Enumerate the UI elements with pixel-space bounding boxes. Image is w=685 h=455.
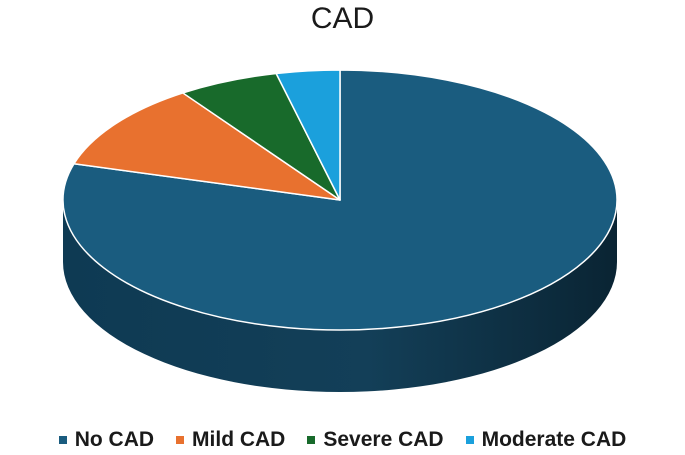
legend-swatch bbox=[307, 436, 316, 444]
legend-label: Moderate CAD bbox=[481, 428, 627, 451]
pie-slices bbox=[62, 69, 618, 331]
legend-swatch bbox=[58, 436, 67, 444]
pie-side-wall bbox=[63, 200, 617, 392]
legend-item-moderate-cad: Moderate CAD bbox=[465, 428, 627, 452]
legend-label: No CAD bbox=[74, 428, 155, 451]
pie-depth bbox=[63, 200, 617, 392]
legend-item-mild-cad: Mild CAD bbox=[176, 428, 285, 452]
pie-slice-mild-cad bbox=[73, 92, 341, 201]
legend: No CAD Mild CAD Severe CAD Moderate CAD bbox=[0, 428, 685, 452]
pie-slice-moderate-cad bbox=[275, 69, 341, 201]
legend-item-severe-cad: Severe CAD bbox=[307, 428, 444, 452]
legend-item-no-cad: No CAD bbox=[58, 428, 155, 452]
legend-swatch bbox=[465, 436, 474, 444]
legend-label: Severe CAD bbox=[323, 428, 444, 451]
legend-label: Mild CAD bbox=[192, 428, 286, 451]
chart-title: CAD bbox=[310, 2, 375, 35]
legend-swatch bbox=[176, 436, 185, 444]
